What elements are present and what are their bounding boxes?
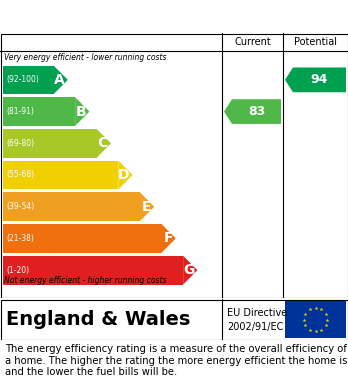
Polygon shape [161, 224, 176, 253]
Text: (39-54): (39-54) [6, 202, 34, 211]
Polygon shape [75, 97, 89, 126]
Text: Very energy efficient - lower running costs: Very energy efficient - lower running co… [4, 53, 166, 62]
Text: (21-38): (21-38) [6, 234, 34, 243]
Text: (69-80): (69-80) [6, 139, 34, 148]
Text: The energy efficiency rating is a measure of the overall efficiency of a home. T: The energy efficiency rating is a measur… [5, 344, 347, 377]
Polygon shape [224, 99, 281, 124]
Text: B: B [76, 104, 86, 118]
Text: F: F [163, 231, 173, 246]
Bar [3, 66, 54, 94]
Text: England & Wales: England & Wales [6, 310, 190, 329]
Bar [3, 97, 75, 126]
Text: Current: Current [234, 37, 271, 47]
Text: A: A [54, 73, 65, 87]
Text: EU Directive: EU Directive [227, 308, 287, 318]
Text: (81-91): (81-91) [6, 107, 34, 116]
Text: E: E [142, 200, 151, 214]
Text: Energy Efficiency Rating: Energy Efficiency Rating [8, 9, 229, 23]
Bar [3, 129, 97, 158]
Polygon shape [285, 68, 346, 92]
Polygon shape [118, 161, 133, 189]
Polygon shape [54, 66, 68, 94]
Text: G: G [183, 263, 195, 277]
Text: Potential: Potential [294, 37, 337, 47]
Bar [3, 256, 183, 285]
Text: 83: 83 [248, 105, 265, 118]
Text: 94: 94 [311, 74, 328, 86]
Text: (55-68): (55-68) [6, 170, 34, 179]
Text: (92-100): (92-100) [6, 75, 39, 84]
Bar [3, 161, 118, 189]
Bar [3, 224, 161, 253]
Polygon shape [140, 192, 154, 221]
Text: 2002/91/EC: 2002/91/EC [227, 322, 283, 332]
Text: D: D [118, 168, 129, 182]
Bar [3, 192, 140, 221]
Text: C: C [98, 136, 108, 150]
Bar [285, 301, 346, 338]
Text: Not energy efficient - higher running costs: Not energy efficient - higher running co… [4, 276, 166, 285]
Polygon shape [183, 256, 197, 285]
Polygon shape [97, 129, 111, 158]
Text: (1-20): (1-20) [6, 265, 29, 274]
